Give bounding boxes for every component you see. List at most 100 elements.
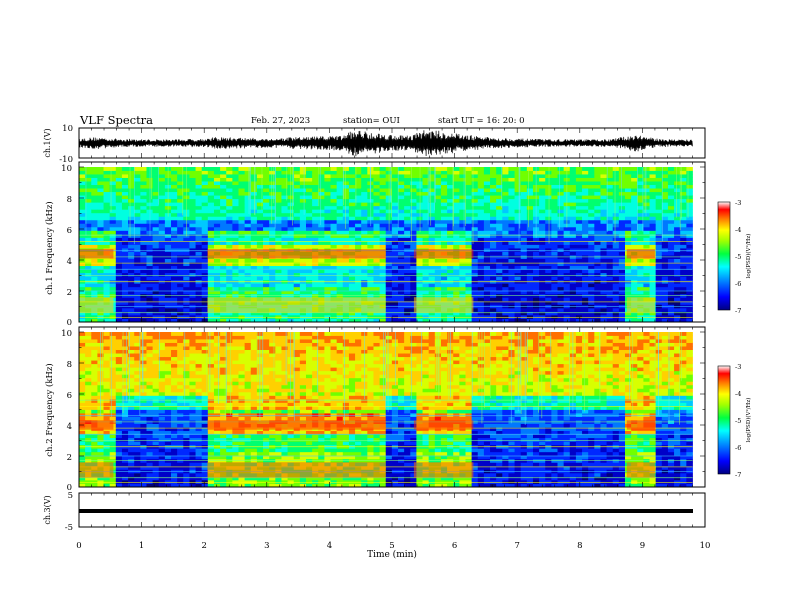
ch1-spectrogram-cell: [539, 286, 546, 291]
ch1-spectrogram-cell: [391, 286, 399, 291]
ch1-spectrogram-cell: [428, 170, 436, 175]
ch1-spectrogram-cell: [250, 198, 258, 203]
ch1-spectrogram-cell: [526, 307, 534, 312]
ch1-spectrogram-cell: [582, 300, 589, 305]
ch1-spectrogram-cell: [508, 265, 515, 270]
ch1-spectrogram-cell: [379, 181, 387, 186]
ch1-spectrogram-cell: [637, 314, 644, 319]
ch1-spectrogram-cell: [649, 184, 657, 189]
ch2-spectrogram-cell: [79, 342, 86, 347]
ch1-spectrogram-cell: [483, 258, 491, 263]
ch1-spectrogram-cell: [434, 216, 442, 221]
ch1-spectrogram-cell: [508, 258, 515, 263]
ch1-spectrogram-cell: [539, 297, 546, 302]
ch1-spectrogram-cell: [545, 311, 552, 316]
ch1-spectrogram-cell: [520, 240, 528, 245]
ch1-spectrogram-cell: [582, 251, 589, 256]
ch1-spectrogram-cell: [508, 223, 515, 228]
ch1-spectrogram-cell: [428, 237, 436, 242]
ch1-spectrogram-cell: [355, 272, 362, 277]
ch1-spectrogram-cell: [379, 314, 387, 319]
ch1-spectrogram-cell: [140, 195, 147, 200]
ch1-spectrogram-cell: [121, 297, 129, 302]
ch1-spectrogram-cell: [594, 318, 601, 323]
ch1-spectrogram-cell: [655, 177, 663, 182]
ch1-spectrogram-cell: [422, 167, 430, 171]
ch1-spectrogram-cell: [158, 170, 166, 175]
ch1-spectrogram-cell: [428, 230, 436, 235]
ch1-spectrogram-cell: [514, 265, 522, 270]
ch1-spectrogram-cell: [281, 269, 288, 274]
ch1-spectrogram-cell: [318, 286, 325, 291]
ch1-spectrogram-cell: [121, 318, 129, 323]
ch1-spectrogram-cell: [189, 307, 196, 312]
ch1-spectrogram-cell: [164, 286, 172, 291]
ch1-spectrogram-cell: [391, 170, 399, 175]
ch1-spectrogram-cell: [128, 233, 135, 238]
ch1-spectrogram-cell: [600, 251, 607, 256]
ch1-spectrogram-cell: [281, 230, 288, 235]
ch1-spectrogram-cell: [422, 262, 430, 267]
ch1-spectrogram-cell: [594, 181, 601, 186]
ch1-spectrogram-cell: [618, 240, 626, 245]
ch1-spectrogram-cell: [134, 209, 141, 214]
ch1-spectrogram-cell: [171, 290, 178, 295]
ch1-spectrogram-cell: [226, 188, 233, 193]
ch1-spectrogram-cell: [667, 219, 675, 224]
ch1-spectrogram-cell: [625, 195, 632, 200]
ch1-spectrogram-cell: [269, 290, 276, 295]
ch1-spectrogram-cell: [348, 216, 356, 221]
ch1-spectrogram-cell: [312, 311, 319, 316]
ch1-spectrogram-cell: [618, 202, 626, 207]
ch1-spectrogram-cell: [171, 272, 178, 277]
ch1-spectrogram-cell: [582, 314, 589, 319]
ch1-spectrogram-cell: [477, 223, 485, 228]
ch1-spectrogram-cell: [281, 181, 288, 186]
ch1-spectrogram-cell: [465, 167, 473, 171]
ch1-spectrogram-cell: [281, 170, 288, 175]
ch1-spectrogram-cell: [434, 286, 442, 291]
ch1-spectrogram-cell: [582, 240, 589, 245]
ch1-spectrogram-cell: [459, 195, 466, 200]
ch1-spectrogram-cell: [305, 314, 313, 319]
ch1-spectrogram-cell: [398, 276, 405, 281]
ch1-spectrogram-cell: [618, 184, 626, 189]
ch1-spectrogram-cell: [226, 174, 233, 178]
ch1-spectrogram-cell: [318, 244, 325, 249]
ch1-spectrogram-cell: [447, 174, 454, 178]
ch1-spectrogram-cell: [575, 188, 583, 193]
ch1-spectrogram-cell: [305, 174, 313, 178]
ch1-spectrogram-cell: [477, 188, 485, 193]
ch1-spectrogram-cell: [680, 226, 687, 231]
ch1-spectrogram-cell: [508, 184, 515, 189]
ch1-spectrogram-cell: [299, 167, 307, 171]
ch1-spectrogram-cell: [367, 314, 374, 319]
ch1-spectrogram-cell: [514, 300, 522, 305]
ch1-spectrogram-cell: [79, 265, 86, 270]
ch1-spectrogram-cell: [152, 216, 160, 221]
ch1-spectrogram-cell: [146, 300, 154, 305]
ch1-spectrogram-cell: [545, 237, 552, 242]
ch1-spectrogram-cell: [520, 297, 528, 302]
ch1-spectrogram-cell: [140, 167, 147, 171]
ch1-spectrogram-ticks: [78, 162, 706, 323]
ch1-spectrogram-cell: [410, 223, 417, 228]
ch1-spectrogram-cell: [97, 184, 104, 189]
ch1-spectrogram-cell: [606, 233, 614, 238]
ch1-spectrogram-cell: [238, 233, 246, 238]
ch1-spectrogram-cell: [336, 283, 344, 288]
ch1-spectrogram-cell: [115, 191, 123, 196]
ch1-spectrogram-cell: [545, 240, 552, 245]
ch1-spectrogram-cell: [680, 283, 687, 288]
ch1-spectrogram-cell: [189, 202, 196, 207]
ch1-spectrogram-cell: [465, 223, 473, 228]
ch1-spectrogram-cell: [483, 283, 491, 288]
ch1-spectrogram-cell: [207, 167, 215, 171]
ch1-spectrogram-cell: [496, 230, 503, 235]
ch1-spectrogram-cell: [207, 240, 215, 245]
ch1-spectrogram-cell: [520, 195, 528, 200]
ch1-spectrogram-cell: [465, 184, 473, 189]
ch1-spectrogram-cell: [447, 311, 454, 316]
ch1-spectrogram-cell: [600, 181, 607, 186]
ch1-spectrogram-cell: [471, 216, 479, 221]
